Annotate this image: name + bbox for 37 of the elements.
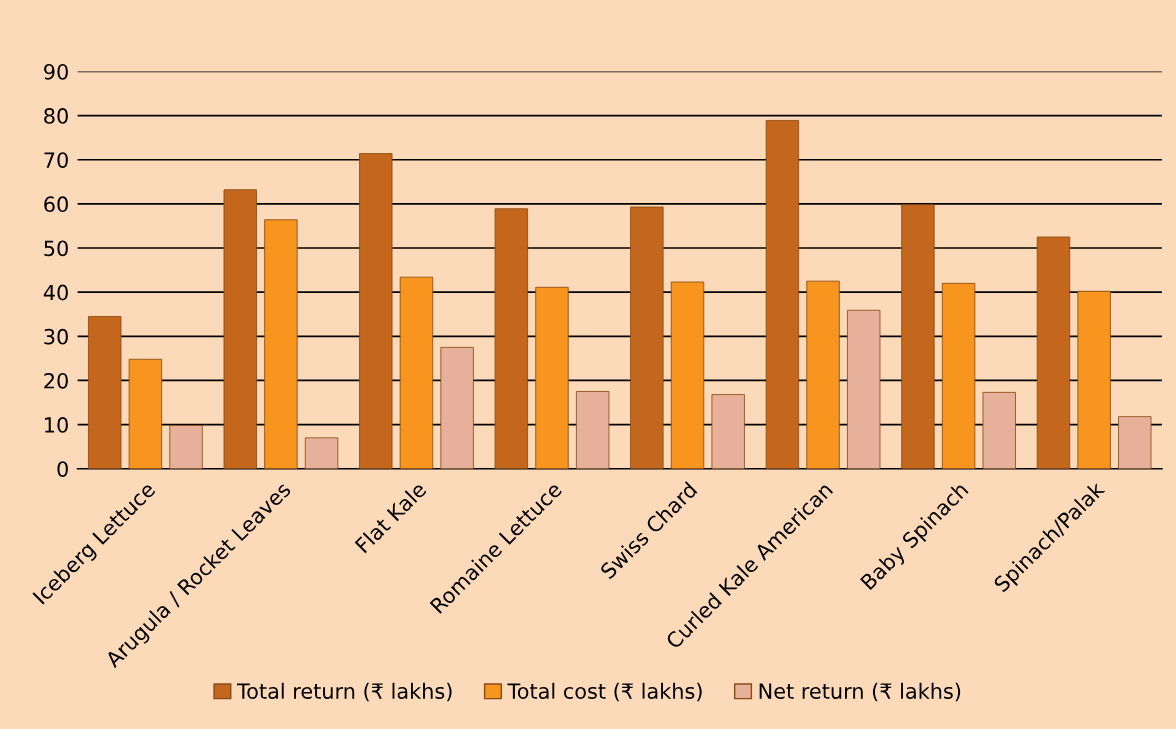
bar xyxy=(359,153,393,469)
y-tick-label: 40 xyxy=(43,284,68,301)
bar xyxy=(1077,290,1111,469)
bar xyxy=(128,358,163,469)
bar xyxy=(670,281,705,469)
bar xyxy=(765,120,800,469)
bar xyxy=(901,204,935,469)
legend-label: Total return (₹ lakhs) xyxy=(236,682,452,702)
bar xyxy=(1036,236,1071,469)
y-tick-label: 30 xyxy=(44,328,68,345)
bar xyxy=(494,208,529,469)
bar xyxy=(847,309,881,469)
y-tick-label: 20 xyxy=(44,372,68,389)
y-tick-label: 0 xyxy=(57,461,68,477)
bar xyxy=(982,391,1016,469)
bar xyxy=(440,346,474,469)
y-tick-label: 90 xyxy=(44,63,68,80)
bar xyxy=(941,282,976,469)
bar xyxy=(711,394,745,469)
bar xyxy=(169,425,203,469)
bar xyxy=(806,280,840,469)
bar xyxy=(575,391,610,469)
bar xyxy=(88,316,122,469)
y-tick-label: 60 xyxy=(44,196,68,213)
bar xyxy=(223,189,257,469)
y-tick-label: 10 xyxy=(45,417,68,433)
bar xyxy=(535,286,569,469)
bar xyxy=(264,219,298,469)
bar xyxy=(399,276,434,469)
bar xyxy=(630,206,664,469)
y-tick-label: 70 xyxy=(44,152,68,168)
y-tick-label: 80 xyxy=(44,108,68,124)
legend-label: Net return (₹ lakhs) xyxy=(759,682,961,702)
bar xyxy=(304,437,339,469)
y-tick-label: 50 xyxy=(44,240,68,257)
legend-label: Total cost (₹ lakhs) xyxy=(507,682,702,702)
bar xyxy=(1118,416,1152,469)
